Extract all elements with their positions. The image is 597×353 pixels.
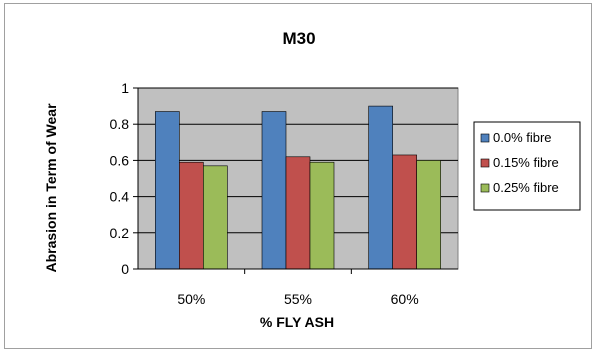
legend-swatch (480, 158, 490, 168)
legend-label: 0.0% fibre (493, 130, 552, 145)
bar-3-2 (309, 161, 335, 270)
bar-1-2 (261, 111, 287, 270)
legend-label: 0.25% fibre (493, 180, 559, 195)
y-tick-label: 0.2 (110, 225, 130, 241)
x-tick-label: 60% (391, 291, 419, 307)
legend-swatch (480, 133, 490, 143)
x-tick-label: 50% (177, 291, 205, 307)
bar-2-1 (179, 161, 204, 270)
bar-1-3 (368, 105, 393, 270)
legend: 0.0% fibre 0.15% fibre 0.25% fibre (480, 130, 559, 195)
bar-3-3 (416, 160, 441, 270)
legend-swatch (480, 183, 490, 193)
chart-title: M30 (282, 29, 315, 48)
legend-box (473, 121, 581, 211)
y-tick-label: 1 (121, 80, 129, 96)
bar-2-2 (285, 156, 311, 270)
y-axis-title: Abrasion in Term of Wear (43, 103, 59, 273)
bar-2-3 (392, 154, 417, 270)
x-tick-label: 55% (284, 291, 312, 307)
legend-label: 0.15% fibre (493, 155, 559, 170)
y-tick-labels: 0 0.2 0.4 0.6 0.8 1 (110, 80, 138, 277)
y-tick-label: 0 (121, 261, 129, 277)
x-axis-title: % FLY ASH (260, 314, 334, 330)
x-tick-labels: 50% 55% 60% (177, 269, 419, 307)
bar-3-1 (203, 165, 228, 270)
bar-1-1 (155, 111, 180, 270)
bars-group (155, 105, 441, 270)
y-tick-label: 0.4 (110, 189, 130, 205)
y-tick-label: 0.8 (110, 116, 130, 132)
y-tick-label: 0.6 (110, 152, 130, 168)
